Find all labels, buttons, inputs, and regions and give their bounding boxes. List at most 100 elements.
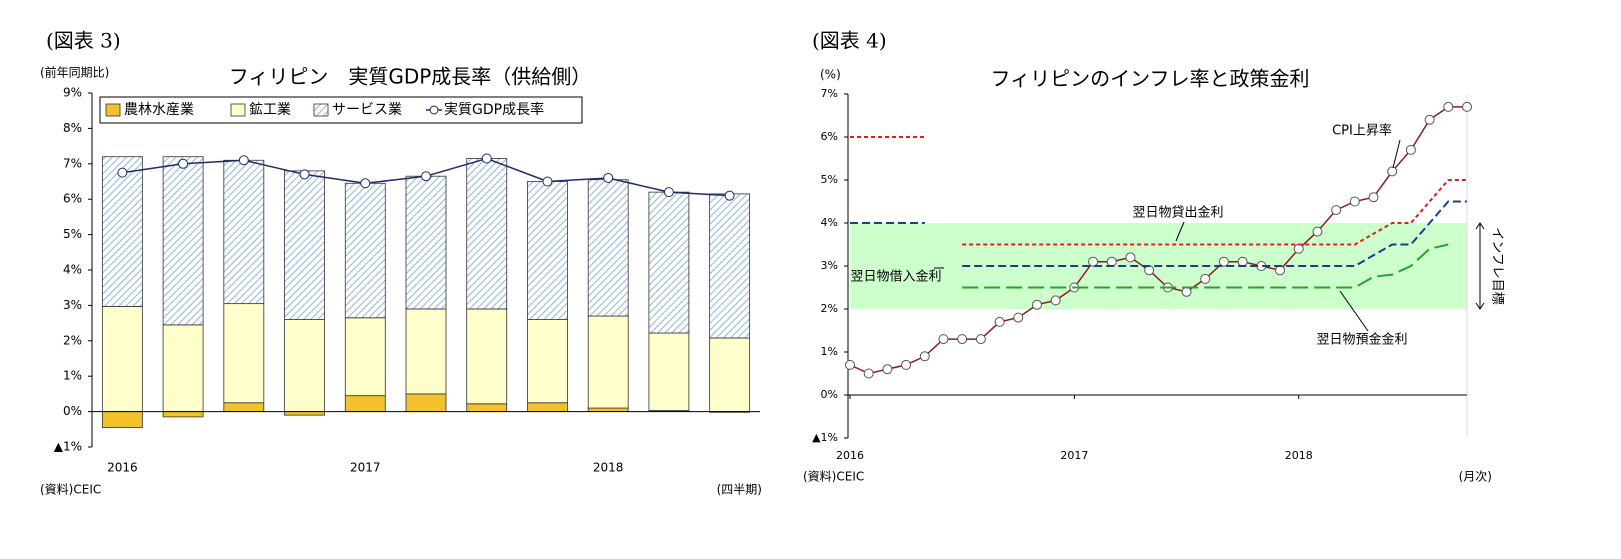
y-unit: (%) [820,68,841,82]
line-marker [542,176,553,187]
legend-swatch [230,103,246,117]
y-tick-label: 9% [63,86,82,100]
bar-segment [405,175,447,310]
line-marker [1312,226,1323,237]
y-tick-label: 0% [821,388,838,401]
bar-segment [466,308,508,405]
legend-box [99,96,583,124]
bar-segment [527,402,568,413]
line-marker [1050,295,1061,306]
line-marker [1106,256,1117,267]
line-series [850,200,1467,267]
bar-segment [466,403,508,413]
line-marker [1331,205,1342,216]
bar-segment [284,411,325,416]
target-label: インフレ目標 [1490,227,1505,305]
bar-segment [405,393,447,412]
legend-marker [429,105,439,115]
x-tick-label: 2018 [1285,449,1313,462]
bar-segment [223,303,265,404]
bar-segment [223,159,265,305]
line-marker [603,172,614,183]
y-tick-label: 5% [63,227,82,241]
y-tick-label: ▲1% [54,440,82,454]
y-tick-label: 2% [63,333,82,347]
legend-swatch [313,103,329,117]
x-tick-label: 2017 [1060,449,1088,462]
source: (資料)CEIC [803,470,864,484]
y-tick-label: 2% [821,302,838,315]
line-marker [238,155,249,166]
line-series [850,136,1467,246]
line-marker [1144,265,1155,276]
chart-title: フィリピンのインフレ率と政策金利 [991,67,1310,91]
y-tick-label: 8% [63,121,82,135]
line-marker [663,187,674,198]
line-marker [863,368,874,379]
chart-title: フィリピン 実質GDP成長率（供給側） [229,65,592,89]
line-marker [1088,256,1099,267]
legend-swatch [105,103,121,117]
series-label: CPI上昇率 [1332,123,1392,139]
line-marker [957,334,968,345]
line-marker [1237,256,1248,267]
bar-segment [527,181,568,320]
x-tick-label: 2017 [350,461,381,475]
line-marker [1443,101,1454,112]
figure-label: (図表 4) [812,29,887,53]
line-marker [901,359,912,370]
figure-label: (図表 3) [46,29,121,53]
line-marker [882,364,893,375]
y-tick-label: 7% [821,87,838,100]
series-label: 翌日物預金金利 [1316,332,1407,348]
x-tick-label: 2018 [593,461,624,475]
y-tick-label: 6% [63,192,82,206]
line-marker [1218,256,1229,267]
y-tick-label: 3% [63,298,82,312]
line-marker [724,190,735,201]
y-tick-label: 0% [63,404,82,418]
series-leader [1339,290,1369,332]
line-marker [421,171,431,182]
y-tick-label: 6% [821,130,838,143]
bar-segment [648,332,690,411]
x-unit: (月次) [1459,470,1492,484]
x-tick-label: 2016 [107,461,138,475]
line-marker [360,178,371,189]
line-marker [994,316,1005,327]
y-tick-label: 1% [63,369,82,383]
bar-segment [284,319,325,412]
series-leader [1175,221,1185,242]
y-unit: (前年同期比) [40,65,109,80]
bar-segment [587,407,629,412]
line-marker [845,359,855,370]
y-tick-label: 4% [821,216,838,229]
line-marker [1200,273,1211,284]
bar-segment [587,315,629,409]
series-leader [1392,139,1401,169]
bar-segment [466,158,508,310]
bar-segment [709,337,751,412]
line-marker [1013,312,1024,323]
line-marker [1368,192,1379,203]
x-unit: (四半期) [717,483,762,497]
line-series [962,243,1449,289]
bar-segment [223,402,265,413]
bar-segment [162,156,204,326]
source: (資料)CEIC [40,483,101,497]
series-label: 翌日物借入金利 [850,269,941,285]
line-marker [1125,252,1136,263]
bar-segment [709,193,751,339]
y-tick-label: 4% [63,263,82,277]
line-marker [299,169,310,180]
line-marker [938,334,949,345]
bar-segment [101,306,143,413]
line-marker [481,153,492,164]
bar-segment [405,308,447,395]
bar-segment [587,179,629,317]
y-tick-label: 1% [821,345,838,358]
bar-segment [101,156,143,307]
y-tick-label: ▲1% [812,431,838,444]
line-marker [1405,144,1416,155]
